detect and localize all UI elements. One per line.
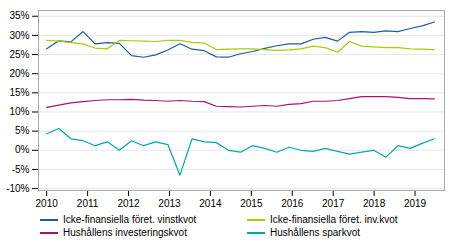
svg-text:25%: 25% <box>9 49 29 60</box>
html-text:Icke-finansiella föret. inv.kv: Icke-finansiella föret. inv.kvot <box>270 214 398 225</box>
svg-text:2010: 2010 <box>36 198 59 209</box>
svg-text:2013: 2013 <box>158 198 181 209</box>
html-text:Icke-finansiella föret. vinstk: Icke-finansiella föret. vinstkvot <box>63 214 197 225</box>
svg-text:-10%: -10% <box>6 183 29 194</box>
html-text:Hushållens sparkvot: Hushållens sparkvot <box>270 227 360 238</box>
svg-text:30%: 30% <box>9 30 29 41</box>
svg-text:2018: 2018 <box>363 198 386 209</box>
svg-text:35%: 35% <box>9 10 29 21</box>
svg-text:2012: 2012 <box>117 198 140 209</box>
svg-text:2014: 2014 <box>199 198 222 209</box>
svg-text:2015: 2015 <box>240 198 263 209</box>
svg-text:2011: 2011 <box>77 198 99 209</box>
svg-text:15%: 15% <box>9 87 29 98</box>
svg-text:-5%: -5% <box>12 164 30 175</box>
svg-text:2017: 2017 <box>322 198 345 209</box>
svg-text:2019: 2019 <box>404 198 427 209</box>
svg-text:2016: 2016 <box>281 198 304 209</box>
html-text:Hushållens investeringskvot: Hushållens investeringskvot <box>63 227 187 238</box>
svg-text:5%: 5% <box>15 125 30 136</box>
svg-text:0%: 0% <box>15 144 30 155</box>
svg-text:20%: 20% <box>9 68 29 79</box>
svg-text:10%: 10% <box>9 106 29 117</box>
